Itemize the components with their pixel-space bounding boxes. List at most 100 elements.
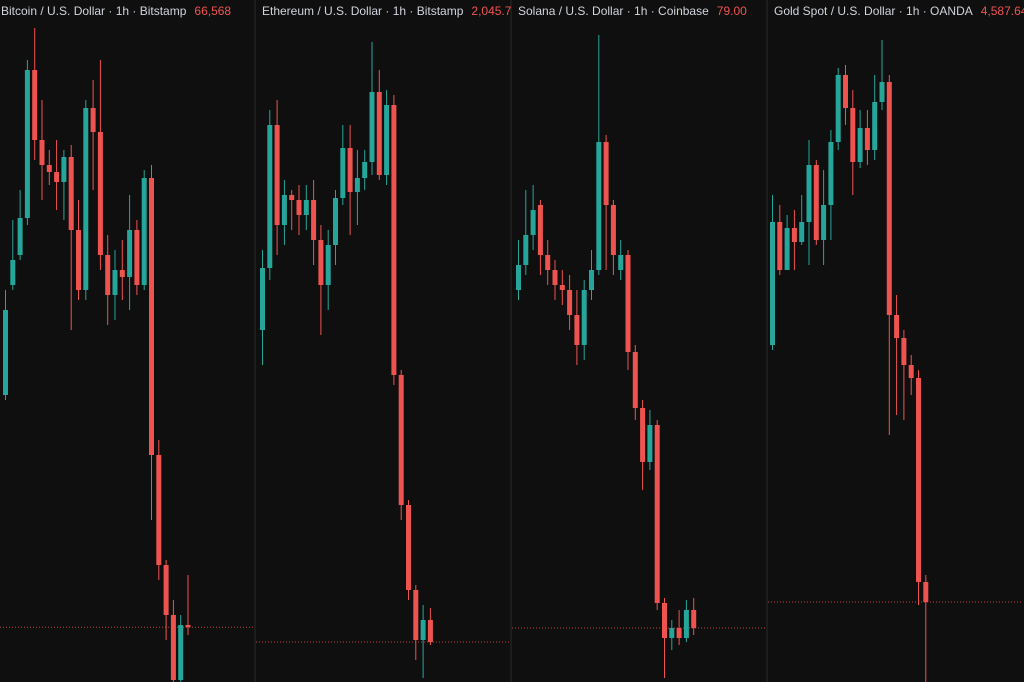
candle-body <box>603 142 609 205</box>
candle-body <box>267 125 273 268</box>
symbol-title: Solana / U.S. Dollar · 1h · Coinbase <box>518 4 709 18</box>
chart-panel: Solana / U.S. Dollar · 1h · Coinbase 79.0… <box>512 4 767 678</box>
candle-body <box>813 165 819 240</box>
candle-body <box>427 620 433 642</box>
candle-body <box>325 245 331 285</box>
candle-body <box>32 70 38 140</box>
candle-body <box>806 165 812 222</box>
candle-body <box>119 270 125 277</box>
candle-body <box>76 230 81 290</box>
candle-body <box>178 625 184 680</box>
candle-body <box>886 82 892 315</box>
candle-body <box>552 270 558 285</box>
candle-body <box>398 375 404 505</box>
candle-body <box>523 235 529 265</box>
candle-body <box>901 338 907 365</box>
panel-title: Solana / U.S. Dollar · 1h · Coinbase 79.0… <box>518 4 747 18</box>
candle-body <box>260 268 265 330</box>
candle-body <box>46 165 52 172</box>
candle-body <box>156 455 162 565</box>
candle-body <box>303 200 309 215</box>
candle-body <box>163 565 169 615</box>
candle-body <box>362 162 368 178</box>
candle-body <box>311 200 317 240</box>
candle-body <box>376 92 382 175</box>
candle-body <box>850 108 856 162</box>
candle-body <box>821 205 827 240</box>
candle-body <box>574 315 580 345</box>
candle-body <box>185 625 191 628</box>
last-price-label: 4,587.640 <box>981 4 1024 18</box>
candle-body <box>134 230 140 285</box>
candle-body <box>149 178 154 455</box>
candle-body <box>530 210 536 235</box>
candle-body <box>618 255 624 270</box>
candle-body <box>784 228 790 270</box>
candle-body <box>68 157 74 230</box>
candle-body <box>908 365 914 378</box>
candle-body <box>879 82 885 102</box>
last-price-label: 2,045.7 <box>471 4 511 18</box>
candle-body <box>632 352 638 408</box>
candle-body <box>857 128 863 162</box>
candle-body <box>54 172 60 182</box>
candle-body <box>17 218 23 255</box>
candle-body <box>420 620 426 640</box>
candle-body <box>567 290 573 315</box>
candle-body <box>3 310 8 395</box>
candle-body <box>691 610 697 628</box>
symbol-title: Bitcoin / U.S. Dollar · 1h · Bitstamp <box>1 4 187 18</box>
candle-body <box>10 260 16 285</box>
candle-body <box>835 75 841 142</box>
candle-body <box>318 240 324 285</box>
chart-panel: Gold Spot / U.S. Dollar · 1h · OANDA 4,58… <box>768 4 1024 682</box>
candle-body <box>369 92 375 162</box>
candle-body <box>640 408 646 462</box>
last-price-label: 66,568 <box>194 4 231 18</box>
candle-body <box>799 222 805 242</box>
candle-body <box>559 285 565 290</box>
candle-body <box>669 628 675 638</box>
candle-body <box>340 148 346 198</box>
candle-body <box>770 222 775 345</box>
symbol-title: Gold Spot / U.S. Dollar · 1h · OANDA <box>774 4 973 18</box>
candle-body <box>413 590 419 640</box>
candle-body <box>894 315 900 338</box>
candle-body <box>516 265 521 290</box>
candle-body <box>384 105 390 175</box>
candle-body <box>127 230 133 277</box>
candle-body <box>170 615 176 680</box>
candle-body <box>24 70 30 218</box>
last-price-label: 79.00 <box>717 4 747 18</box>
candle-body <box>90 108 96 132</box>
panel-title: Gold Spot / U.S. Dollar · 1h · OANDA 4,58… <box>774 4 1024 18</box>
candle-body <box>333 198 338 245</box>
candle-body <box>545 255 551 270</box>
candle-body <box>537 205 543 255</box>
candle-body <box>112 270 118 295</box>
candle-body <box>289 195 295 200</box>
candle-body <box>654 425 660 603</box>
candle-body <box>777 222 783 270</box>
panel-title: Bitcoin / U.S. Dollar · 1h · Bitstamp 66,… <box>1 4 231 18</box>
candle-body <box>274 125 280 225</box>
candle-body <box>391 105 397 375</box>
candle-body <box>676 628 682 638</box>
candle-body <box>141 178 147 285</box>
symbol-title: Ethereum / U.S. Dollar · 1h · Bitstamp <box>262 4 464 18</box>
candle-body <box>354 178 360 192</box>
candle-body <box>83 108 89 290</box>
candle-body <box>647 425 653 462</box>
candle-body <box>610 205 616 255</box>
panel-title: Ethereum / U.S. Dollar · 1h · Bitstamp 2,… <box>262 4 512 18</box>
candle-body <box>347 148 353 192</box>
candle-body <box>923 582 929 602</box>
candle-body <box>105 255 111 295</box>
candle-body <box>281 195 287 225</box>
candle-body <box>39 140 45 165</box>
candle-body <box>791 228 797 242</box>
candle-body <box>589 270 594 290</box>
candle-body <box>596 142 602 270</box>
